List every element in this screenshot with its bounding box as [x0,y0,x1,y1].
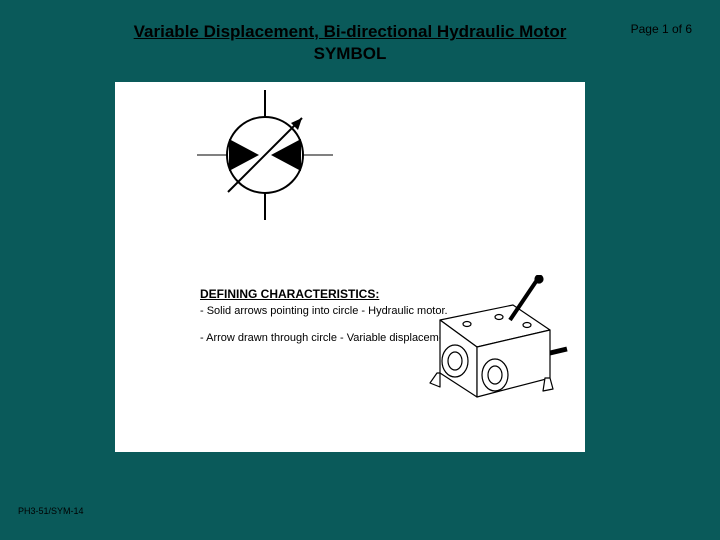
page-indicator: Page 1 of 6 [631,22,692,36]
footer-code: PH3-51/SYM-14 [18,506,84,516]
title-block: Variable Displacement, Bi-directional Hy… [115,22,585,64]
hydraulic-symbol-diagram [185,90,345,220]
page-subtitle: SYMBOL [115,44,585,64]
page-title: Variable Displacement, Bi-directional Hy… [115,22,585,42]
motor-illustration [395,275,575,425]
content-panel: DEFINING CHARACTERISTICS: - Solid arrows… [115,82,585,452]
